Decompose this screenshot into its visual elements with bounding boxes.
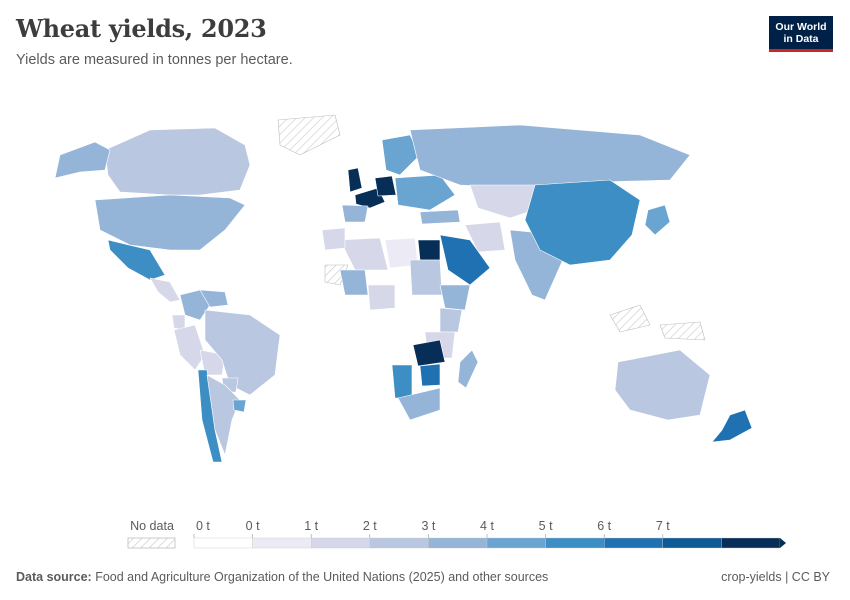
country-peru[interactable]: Peru: 1.5 t xyxy=(173,324,206,371)
no-data-region-5 xyxy=(659,321,706,341)
legend-swatch-4 xyxy=(428,537,488,549)
country-south-africa[interactable]: South Africa: 3.6 t xyxy=(397,387,441,421)
world-map[interactable]: Canada: 2.5 tAlaska: 3.5 t United States:… xyxy=(0,100,850,490)
legend-arrow-tip xyxy=(780,538,786,548)
country-kazakhstan[interactable]: Kazakhstan: 1.2 t xyxy=(469,184,541,219)
legend-tick-label-1: 0 t xyxy=(246,519,260,533)
no-data-region-1 xyxy=(277,114,341,156)
country-canada[interactable]: Canada: 2.5 t xyxy=(104,127,251,196)
no-data-region-4 xyxy=(609,304,651,333)
legend-tick-label-6: 5 t xyxy=(539,519,553,533)
country-kenya[interactable]: Kenya: 2.5 t xyxy=(439,307,463,333)
country-germany[interactable]: Germany: 7.4 t xyxy=(374,175,397,197)
legend-tick-label-2: 1 t xyxy=(304,519,318,533)
legend-swatch-3 xyxy=(369,537,429,549)
legend-no-data-swatch xyxy=(127,537,176,549)
country-scandinavia[interactable]: Scandinavia: 4.9 t xyxy=(381,134,421,176)
country-algeria[interactable]: Algeria: 1.5 t xyxy=(339,237,389,271)
chart-title: Wheat yields, 2023 xyxy=(16,14,267,43)
country-eastern-europe[interactable]: Eastern Europe: 4.5 t xyxy=(394,174,456,211)
country-nigeria[interactable]: Nigeria: 1.5 t xyxy=(367,284,396,311)
country-central-america[interactable]: Central America: 1.5 t xyxy=(149,277,181,303)
legend-no-data-label: No data xyxy=(130,519,174,533)
country-zimbabwe[interactable]: Zimbabwe: 6 t xyxy=(419,363,441,387)
logo-line-1: Our World xyxy=(775,21,827,33)
country-iberia[interactable]: Iberia: 3.3 t xyxy=(341,204,369,223)
source-label: Data source: xyxy=(16,570,92,584)
country-morocco[interactable]: Morocco: 1.5 t xyxy=(321,227,346,251)
country-mali[interactable]: Mali: 3.8 t xyxy=(339,269,369,296)
legend-swatch-2 xyxy=(311,537,371,549)
legend-swatch-0 xyxy=(193,537,253,549)
legend-tick-label-0: 0 t xyxy=(196,519,210,533)
country-new-zealand[interactable]: New Zealand: 6.8 t xyxy=(711,409,753,443)
country-china[interactable]: China: 5.8 t xyxy=(524,179,641,266)
country-alaska[interactable]: Alaska: 3.5 t xyxy=(54,141,111,179)
country-united-kingdom[interactable]: United Kingdom: 7.8 t xyxy=(347,167,363,193)
country-australia[interactable]: Australia: 2.8 t xyxy=(614,349,711,421)
legend-tick-label-4: 3 t xyxy=(421,519,435,533)
legend-swatch-5 xyxy=(486,537,546,549)
country-brazil[interactable]: Brazil: 2.8 t xyxy=(204,309,281,396)
map-legend: No data 0 t 0 t 1 t 2 t 3 t 4 t 5 t 6 t 7 t xyxy=(127,519,786,549)
country-united-states[interactable]: United States: 3.3 t xyxy=(94,194,246,251)
credit-link[interactable]: crop-yields | CC BY xyxy=(721,570,830,584)
country-argentina[interactable]: Argentina: 2.8 t xyxy=(206,374,241,456)
country-uruguay[interactable]: Uruguay: 4.9 t xyxy=(232,399,247,413)
legend-tick-label-7: 6 t xyxy=(597,519,611,533)
source-text[interactable]: Food and Agriculture Organization of the… xyxy=(95,570,549,584)
country-namibia[interactable]: Namibia: 5.1 t xyxy=(391,364,413,399)
country-mexico[interactable]: Mexico: 5.7 t xyxy=(107,239,166,281)
country-zambia[interactable]: Zambia: 7.1 t xyxy=(412,339,446,367)
legend-tick-label-3: 2 t xyxy=(363,519,377,533)
country-egypt[interactable]: Egypt: 7.5 t xyxy=(417,239,441,261)
legend-swatch-9 xyxy=(721,537,781,549)
owid-logo[interactable]: Our World in Data xyxy=(769,16,833,52)
legend-swatch-1 xyxy=(252,537,312,549)
country-iran[interactable]: Iran: 1.8 t xyxy=(464,221,506,253)
legend-tick-label-5: 4 t xyxy=(480,519,494,533)
chart-subtitle: Yields are measured in tonnes per hectar… xyxy=(16,52,293,68)
country-sudan[interactable]: Sudan: 2.5 t xyxy=(409,259,443,296)
data-source: Data source: Food and Agriculture Organi… xyxy=(16,570,548,584)
country-turkey[interactable]: Turkey: 3 t xyxy=(419,209,461,225)
country-venezuela[interactable]: Venezuela: 3.3 t xyxy=(199,289,229,308)
country-ethiopia[interactable]: Ethiopia: 3 t xyxy=(439,284,471,311)
legend-tick-label-8: 7 t xyxy=(656,519,670,533)
logo-line-2: in Data xyxy=(783,33,819,45)
country-japan[interactable]: Japan: 4.5 t xyxy=(644,204,671,236)
country-chile[interactable]: Chile: 5.3 t xyxy=(197,369,223,463)
country-madagascar[interactable]: Madagascar: 3 t xyxy=(457,349,479,389)
legend-swatch-8 xyxy=(662,537,722,549)
country-russia[interactable]: Russia: 3.1 t xyxy=(409,124,691,189)
legend-swatch-7 xyxy=(604,537,664,549)
legend-swatch-6 xyxy=(545,537,605,549)
country-saudi-arabia[interactable]: Saudi Arabia: 6 t xyxy=(439,234,491,286)
